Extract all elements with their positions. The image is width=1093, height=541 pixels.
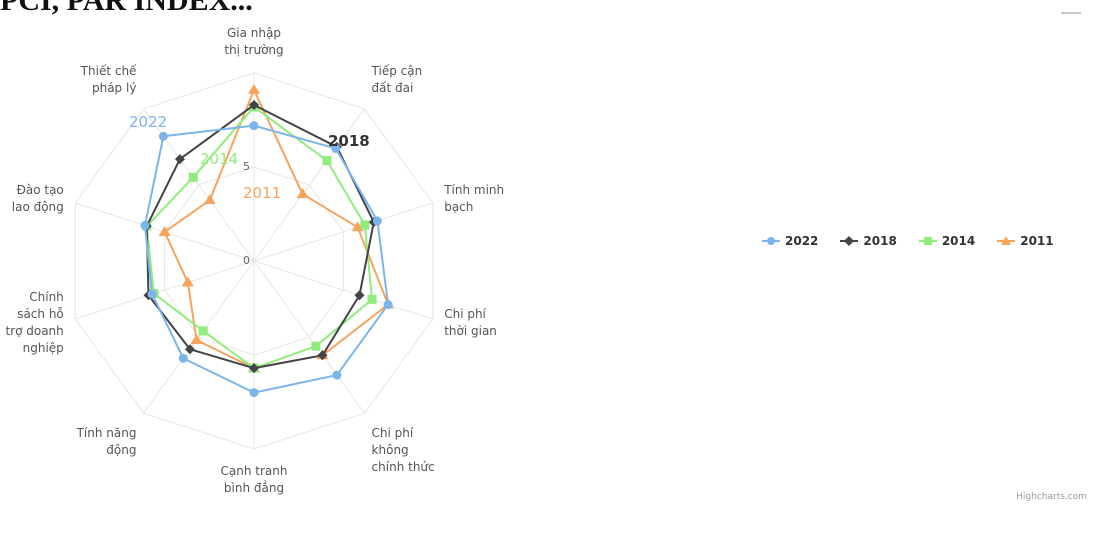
point-2014-2[interactable] xyxy=(360,220,370,230)
axis-label-2-line-1: bạch xyxy=(444,200,473,214)
legend-marker-2011 xyxy=(997,236,1016,245)
axis-label-6-line-1: động xyxy=(106,443,136,457)
point-2022-7[interactable] xyxy=(147,289,157,299)
point-2014-4[interactable] xyxy=(311,341,321,351)
point-2022-4[interactable] xyxy=(332,370,342,380)
axis-label-5-line-0: Cạnh tranh xyxy=(221,464,288,478)
legend-item-2018[interactable]: 2018 xyxy=(840,234,897,248)
legend-label-2014: 2014 xyxy=(941,234,976,248)
grid-spoke-4 xyxy=(253,260,365,414)
point-2018-6[interactable] xyxy=(184,344,195,355)
grid-spoke-7 xyxy=(75,260,255,320)
legend: 2022 2018 2014 2011 xyxy=(762,234,1054,248)
point-2018-9[interactable] xyxy=(174,154,185,165)
year-annotation-2011: 2011 xyxy=(243,184,281,202)
axis-label-3-line-0: Chi phí xyxy=(444,307,486,321)
axis-label-2: Tính minh bạch xyxy=(443,183,504,214)
point-2011-9[interactable] xyxy=(203,194,216,205)
point-2014-6[interactable] xyxy=(198,326,208,336)
axis-label-1-line-1: đất đai xyxy=(372,81,414,95)
legend-item-2014[interactable]: 2014 xyxy=(918,234,976,248)
year-annotation-2022: 2022 xyxy=(129,113,167,131)
legend-item-2011[interactable]: 2011 xyxy=(997,234,1054,248)
legend-label-2018: 2018 xyxy=(863,234,897,248)
axis-label-0-line-0: Gia nhập xyxy=(227,26,281,40)
point-2011-1[interactable] xyxy=(296,188,309,199)
point-2011-0[interactable] xyxy=(248,83,260,94)
page-title: PCI, PAR INDEX... xyxy=(0,0,253,17)
radial-ticks: 05 xyxy=(243,160,250,267)
axis-label-3-line-1: thời gian xyxy=(444,324,497,338)
axis-label-6: Tính năng động xyxy=(76,426,137,457)
radial-tick-5: 5 xyxy=(243,160,250,173)
year-annotations: 2022 2018 2014 2011 xyxy=(129,113,370,202)
point-2011-7[interactable] xyxy=(181,276,194,287)
axis-label-7-line-1: sách hỗ xyxy=(17,307,64,321)
series-2011 xyxy=(158,83,395,373)
axis-label-6-line-0: Tính năng xyxy=(76,426,137,440)
grid-spoke-1 xyxy=(253,108,365,262)
point-2018-3[interactable] xyxy=(354,290,365,301)
series-layer xyxy=(140,83,395,398)
year-annotation-2014: 2014 xyxy=(200,150,238,168)
axis-label-4-line-2: chính thức xyxy=(372,460,435,474)
point-2018-0[interactable] xyxy=(249,99,259,110)
axis-label-9-line-1: pháp lý xyxy=(92,81,136,95)
axis-label-4-line-1: không xyxy=(372,443,409,457)
year-annotation-2018: 2018 xyxy=(328,132,370,150)
radar-chart: Gia nhập thị trường Tiếp cận đất đai Tính mi… xyxy=(5,26,504,495)
point-2018-5[interactable] xyxy=(249,363,259,374)
grid-spoke-3 xyxy=(253,260,433,320)
axis-label-1-line-0: Tiếp cận xyxy=(371,64,423,78)
point-2022-9[interactable] xyxy=(158,131,168,141)
axis-label-9-line-0: Thiết chế xyxy=(80,64,137,78)
point-2014-3[interactable] xyxy=(367,294,377,304)
point-2022-8[interactable] xyxy=(140,221,150,231)
point-2018-4[interactable] xyxy=(317,350,328,361)
axis-label-2-line-0: Tính minh xyxy=(443,183,504,197)
point-2022-0[interactable] xyxy=(249,121,259,131)
legend-label-2022: 2022 xyxy=(785,234,819,248)
credit-link[interactable]: Highcharts.com xyxy=(1016,492,1087,502)
axis-label-5: Cạnh tranh bình đẳng xyxy=(221,464,288,495)
axis-label-7-line-0: Chính xyxy=(29,290,64,304)
point-2011-8[interactable] xyxy=(158,225,171,236)
series-line-2022 xyxy=(143,124,390,394)
axis-label-0-line-1: thị trường xyxy=(224,43,283,57)
grid-spoke-2 xyxy=(253,202,433,262)
axis-label-7: Chính sách hỗ trợ doanh nghiệp xyxy=(5,290,63,355)
series-2022 xyxy=(140,121,393,398)
axis-label-0: Gia nhập thị trường xyxy=(224,26,283,57)
axis-label-8-line-1: lao động xyxy=(12,200,64,214)
radial-tick-0: 0 xyxy=(243,254,250,267)
axis-label-4: Chi phí không chính thức xyxy=(372,426,435,474)
axis-labels: Gia nhập thị trường Tiếp cận đất đai Tính mi… xyxy=(5,26,504,495)
axis-label-9: Thiết chế pháp lý xyxy=(80,64,137,95)
point-2022-3[interactable] xyxy=(383,300,393,310)
axis-label-5-line-1: bình đẳng xyxy=(224,480,284,495)
axis-label-1: Tiếp cận đất đai xyxy=(371,64,423,95)
point-2011-6[interactable] xyxy=(190,334,203,345)
axis-label-8-line-0: Đào tạo xyxy=(17,183,64,197)
axis-label-7-line-2: trợ doanh xyxy=(5,324,63,338)
grid-spoke-6 xyxy=(143,260,255,414)
axis-label-4-line-0: Chi phí xyxy=(372,426,414,440)
legend-item-2022[interactable]: 2022 xyxy=(762,234,818,248)
point-2014-1[interactable] xyxy=(322,156,332,166)
point-2022-2[interactable] xyxy=(372,216,382,226)
point-2022-6[interactable] xyxy=(178,353,188,363)
export-menu-icon[interactable] xyxy=(1061,12,1081,14)
legend-marker-2022 xyxy=(762,237,780,245)
axis-label-8: Đào tạo lao động xyxy=(12,183,64,214)
point-2022-1[interactable] xyxy=(331,143,341,153)
point-2014-9[interactable] xyxy=(188,172,198,182)
legend-marker-2014 xyxy=(918,237,937,245)
point-2022-5[interactable] xyxy=(249,388,259,398)
legend-label-2011: 2011 xyxy=(1020,234,1054,248)
axis-label-3: Chi phí thời gian xyxy=(444,307,497,338)
axis-label-7-line-3: nghiệp xyxy=(23,341,64,355)
legend-marker-2018 xyxy=(840,236,859,246)
